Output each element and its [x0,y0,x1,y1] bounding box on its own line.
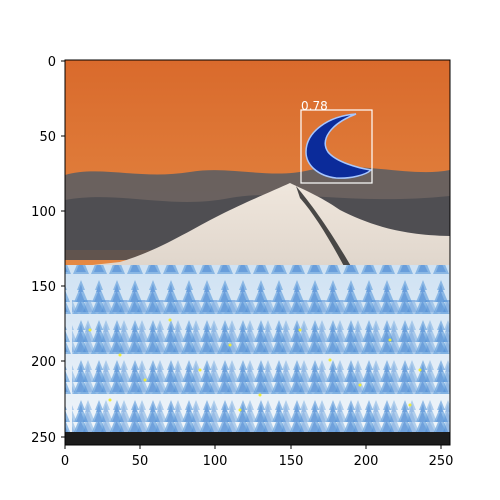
x-tick-label: 150 [279,454,304,469]
image [65,60,450,445]
y-tick-label: 0 [48,55,56,70]
ground-strip [65,432,450,445]
x-tick-label: 0 [61,454,69,469]
x-tick-label: 200 [354,454,379,469]
y-tick-label: 150 [31,280,56,295]
x-tick-label: 250 [429,454,454,469]
detection-box [300,109,373,184]
forest-speckles [88,318,422,412]
y-tick-label: 100 [31,205,56,220]
y-axis: 0 50 100 150 200 250 [31,55,65,446]
forest-trees-2 [72,300,450,440]
x-tick-label: 100 [203,454,228,469]
detection-score-label: 0.78 [301,99,328,113]
y-tick-label: 250 [31,431,56,446]
axes-frame [64,59,451,446]
y-tick-label: 50 [39,130,56,145]
crescent-object [305,113,373,179]
x-axis: 0 50 100 150 200 250 [61,445,454,469]
y-tick-label: 200 [31,355,56,370]
mountain-shadow [296,186,352,270]
x-tick-label: 50 [132,454,149,469]
